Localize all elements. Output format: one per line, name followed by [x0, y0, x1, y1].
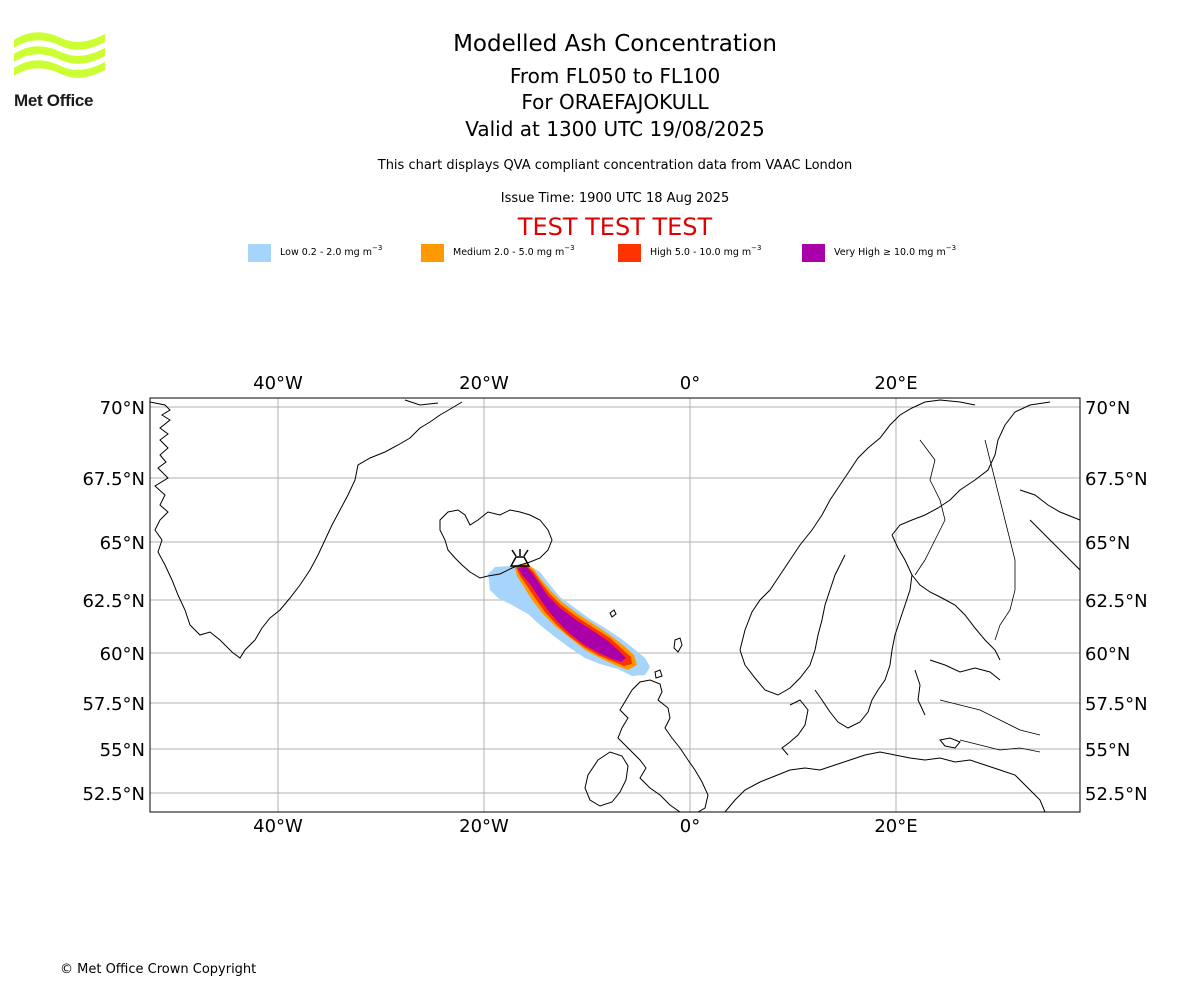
volcano-icon — [509, 549, 531, 567]
copyright-notice: © Met Office Crown Copyright — [60, 962, 257, 977]
legend-swatch-low — [248, 244, 271, 262]
volcano-name: For ORAEFAJOKULL — [521, 90, 709, 114]
map-frame — [149, 397, 1081, 813]
lon-label-top-20e: 20°E — [874, 373, 917, 394]
lat-label-left-62-5: 62.5°N — [82, 591, 145, 612]
lon-label-bottom-40w: 40°W — [253, 816, 303, 837]
legend-label-medium: Medium 2.0 - 5.0 mg m−3 — [453, 244, 575, 258]
issue-time: Issue Time: 1900 UTC 18 Aug 2025 — [500, 191, 730, 206]
legend-label-high: High 5.0 - 10.0 mg m−3 — [650, 244, 762, 258]
chart-subtitle: This chart displays QVA compliant concen… — [377, 158, 853, 173]
flight-levels: From FL050 to FL100 — [509, 64, 721, 88]
valid-time: Valid at 1300 UTC 19/08/2025 — [465, 117, 765, 141]
lat-label-right-67-5: 67.5°N — [1085, 469, 1148, 490]
legend-label-very-high: Very High ≥ 10.0 mg m−3 — [834, 244, 957, 258]
lat-label-left-60: 60°N — [100, 644, 145, 665]
lat-label-left-57-5: 57.5°N — [82, 694, 145, 715]
lon-label-top-0: 0° — [680, 373, 700, 394]
lon-label-top-40w: 40°W — [253, 373, 303, 394]
gridlines — [150, 398, 1080, 812]
test-banner: TEST TEST TEST — [517, 213, 713, 241]
met-office-waves-icon — [14, 32, 105, 78]
finland-coast — [911, 574, 1001, 661]
legend-label-low: Low 0.2 - 2.0 mg m−3 — [280, 244, 383, 258]
ireland-coast — [584, 751, 629, 807]
lat-label-left-70: 70°N — [100, 398, 145, 419]
lat-label-right-65: 65°N — [1085, 533, 1130, 554]
legend-swatch-very-high — [802, 244, 825, 262]
lat-label-right-52-5: 52.5°N — [1085, 784, 1148, 805]
denmark-coast — [781, 699, 809, 756]
lat-label-right-70: 70°N — [1085, 398, 1130, 419]
lat-label-left-65: 65°N — [100, 533, 145, 554]
lon-label-top-20w: 20°W — [459, 373, 509, 394]
lon-label-bottom-0: 0° — [680, 816, 700, 837]
iceland-coast — [439, 509, 553, 579]
legend-swatch-medium — [421, 244, 444, 262]
ash-plume — [488, 563, 650, 676]
lat-label-left-55: 55°N — [100, 740, 145, 761]
lat-label-right-57-5: 57.5°N — [1085, 694, 1148, 715]
uk-coast — [631, 679, 709, 812]
lat-label-right-60: 60°N — [1085, 644, 1130, 665]
logo-text: Met Office — [14, 91, 94, 110]
lat-label-right-55: 55°N — [1085, 740, 1130, 761]
lat-label-left-67-5: 67.5°N — [82, 469, 145, 490]
coastlines — [150, 399, 1080, 812]
lat-label-right-62-5: 62.5°N — [1085, 591, 1148, 612]
chart-title: Modelled Ash Concentration — [453, 31, 777, 57]
lat-label-left-52-5: 52.5°N — [82, 784, 145, 805]
greenland-coast — [150, 401, 463, 659]
met-office-logo: Met Office — [14, 30, 108, 112]
lon-label-bottom-20e: 20°E — [874, 816, 917, 837]
lon-label-bottom-20w: 20°W — [459, 816, 509, 837]
ash-very-high-region — [518, 566, 626, 662]
norway-coast — [739, 399, 976, 651]
sweden-coast — [814, 534, 913, 729]
legend-swatch-high — [618, 244, 641, 262]
